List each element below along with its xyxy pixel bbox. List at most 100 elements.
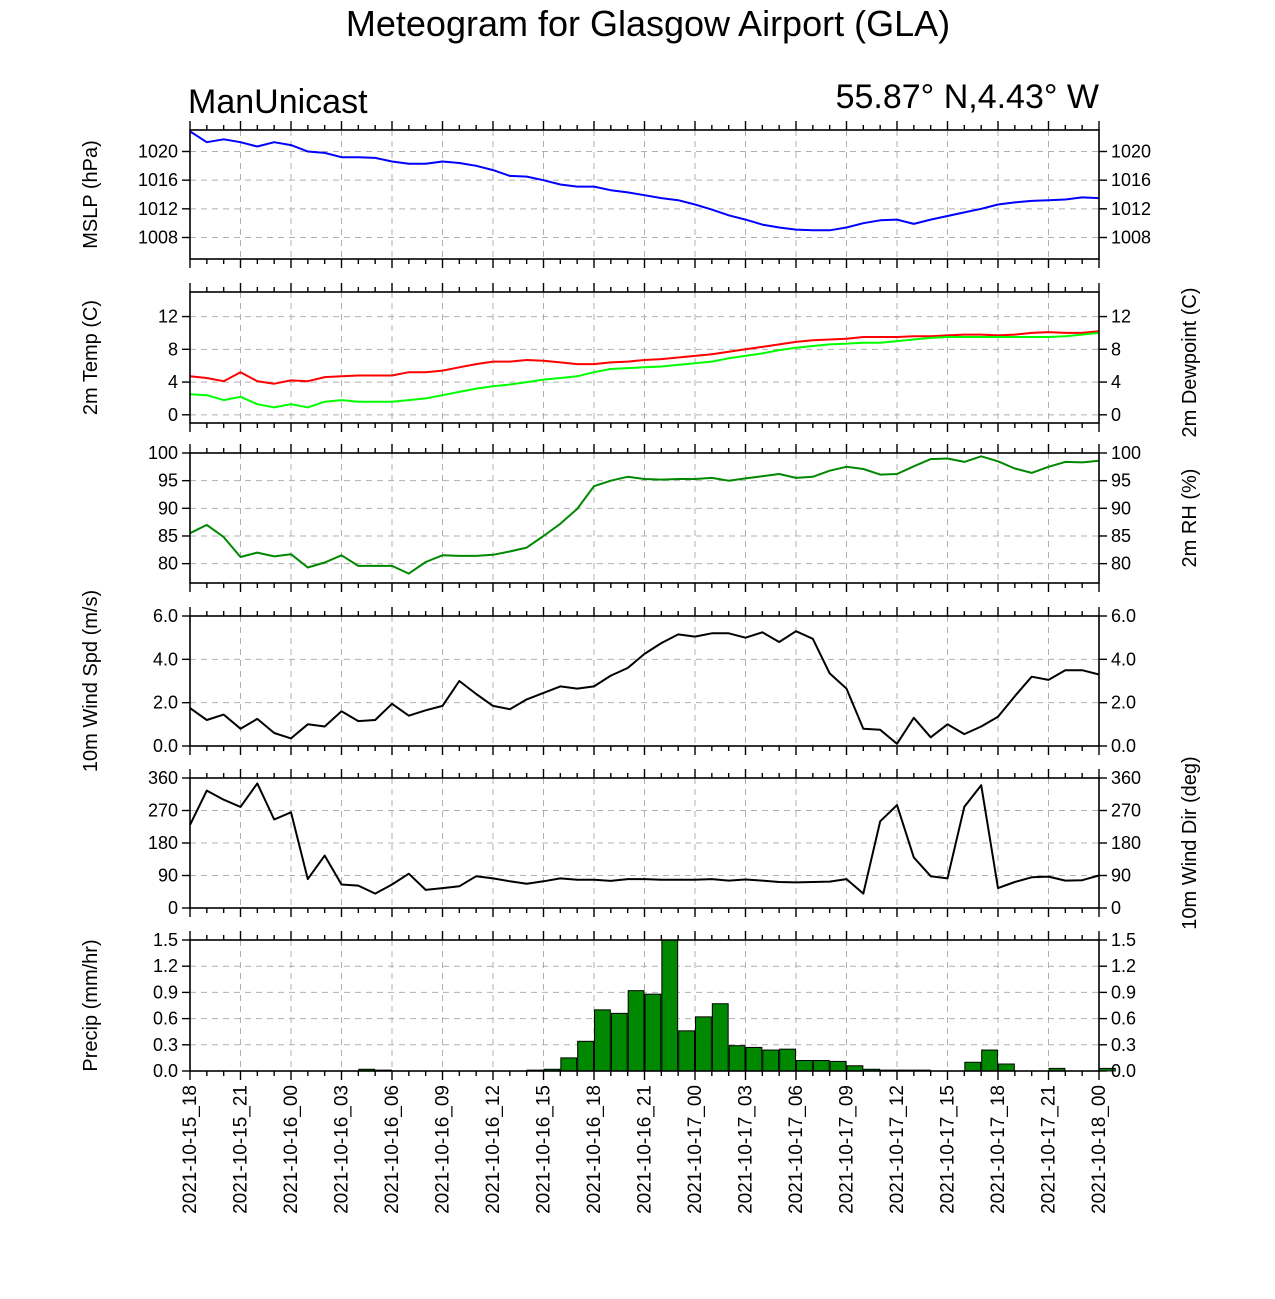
y-tick-label: 90 (158, 866, 178, 886)
y-tick-label: 90 (158, 498, 178, 518)
x-tick-label: 2021-10-15_18 (180, 1085, 201, 1214)
y-axis-label-right: 2m RH (%) (1179, 469, 1201, 568)
y-tick-label-right: 100 (1111, 443, 1141, 463)
y-tick-label-right: 1016 (1111, 170, 1151, 190)
precip-bar (829, 1060, 847, 1072)
y-tick-label-right: 6.0 (1111, 606, 1136, 626)
series-10m-wind-direction (189, 782, 1100, 895)
y-axis-label-right: 2m Dewpoint (C) (1179, 287, 1201, 437)
x-tick-label: 2021-10-17_21 (1039, 1085, 1060, 1214)
precip-bar (762, 1049, 780, 1072)
y-tick-label-right: 1020 (1111, 142, 1151, 162)
y-tick-label: 1008 (138, 228, 178, 248)
y-tick-label-right: 1.5 (1111, 930, 1136, 950)
y-tick-label: 270 (148, 801, 178, 821)
y-tick-label: 12 (158, 307, 178, 327)
y-tick-label: 0.0 (153, 736, 178, 756)
x-tick-label: 2021-10-16_21 (635, 1085, 656, 1214)
y-axis-label: MSLP (hPa) (80, 140, 102, 249)
y-tick-label-right: 4 (1111, 372, 1121, 392)
precip-bar (644, 993, 662, 1072)
y-tick-label: 0 (168, 405, 178, 425)
y-tick-label: 1016 (138, 170, 178, 190)
y-tick-label-right: 0.0 (1111, 1061, 1136, 1081)
y-tick-label: 1020 (138, 142, 178, 162)
y-tick-label: 360 (148, 768, 178, 788)
x-tick-label: 2021-10-17_18 (988, 1085, 1009, 1214)
x-tick-label: 2021-10-16_00 (281, 1085, 302, 1214)
precip-bar (745, 1046, 763, 1072)
x-tick-label: 2021-10-17_06 (786, 1085, 807, 1214)
y-tick-label-right: 85 (1111, 526, 1131, 546)
precip-bar (998, 1063, 1015, 1072)
y-tick-label-right: 2.0 (1111, 693, 1136, 713)
y-tick-label: 0 (168, 898, 178, 918)
y-tick-label-right: 270 (1111, 801, 1141, 821)
precip-bar (964, 1061, 982, 1072)
y-tick-label: 1.2 (153, 956, 178, 976)
x-tick-label: 2021-10-16_03 (332, 1085, 353, 1214)
y-tick-label: 2.0 (153, 693, 178, 713)
x-tick-label: 2021-10-17_09 (837, 1085, 858, 1214)
series-mslp (189, 130, 1100, 232)
panel-rh: 80 80 85 85 90 90 95 95 100 100 2m RH (%) (148, 443, 1201, 592)
precip-bar (661, 939, 679, 1072)
y-tick-label: 0.3 (153, 1035, 178, 1055)
location-label: 55.87° N,4.43° W (836, 78, 1099, 116)
precip-bar (560, 1057, 578, 1072)
y-tick-label-right: 0 (1111, 405, 1121, 425)
precip-bar (610, 1012, 628, 1072)
y-axis-label: Precip (mm/hr) (80, 939, 102, 1071)
precip-bar (779, 1048, 797, 1072)
x-tick-label: 2021-10-16_18 (584, 1085, 605, 1214)
y-tick-label: 180 (148, 833, 178, 853)
chart-title: Meteogram for Glasgow Airport (GLA) (346, 3, 950, 44)
series-2m-rh (189, 455, 1100, 575)
x-tick-label: 2021-10-17_12 (887, 1085, 908, 1214)
x-tick-label: 2021-10-16_15 (534, 1085, 555, 1214)
x-tick-label: 2021-10-17_03 (736, 1085, 757, 1214)
y-tick-label-right: 0.3 (1111, 1035, 1136, 1055)
y-tick-label: 8 (168, 339, 178, 359)
precip-bar (711, 1003, 729, 1072)
y-tick-label-right: 12 (1111, 307, 1131, 327)
x-tick-label: 2021-10-17_15 (938, 1085, 959, 1214)
panel-mslp: 1008 1008 1012 1012 1016 1016 1020 1020 MSLP (hP… (80, 121, 1151, 268)
panel-wind_speed: 0.0 0.0 2.0 2.0 4.0 4.0 6.0 6.0 10m Wind Spd (m/… (80, 590, 1136, 772)
x-tick-label: 2021-10-17_00 (685, 1085, 706, 1214)
y-tick-label-right: 8 (1111, 339, 1121, 359)
y-tick-label: 1012 (138, 199, 178, 219)
series-2m-temp (189, 330, 1100, 385)
y-tick-label-right: 0.0 (1111, 736, 1136, 756)
y-tick-label-right: 1012 (1111, 199, 1151, 219)
x-axis: 2021-10-15_18 2021-10-15_21 2021-10-16_00 2… (180, 1085, 1110, 1214)
precip-bar (594, 1009, 611, 1072)
y-tick-label: 0.6 (153, 1009, 178, 1029)
y-tick-label: 4.0 (153, 649, 178, 669)
y-tick-label-right: 0.9 (1111, 982, 1136, 1002)
y-tick-label-right: 90 (1111, 866, 1131, 886)
precip-bar (728, 1045, 746, 1072)
y-tick-label: 0.9 (153, 982, 178, 1002)
x-tick-label: 2021-10-15_21 (231, 1085, 252, 1214)
precip-bar (981, 1049, 999, 1072)
precip-bar (627, 990, 645, 1072)
precip-bar (577, 1040, 595, 1072)
y-tick-label: 1.5 (153, 930, 178, 950)
series-2m-dewpoint (189, 331, 1100, 409)
y-tick-label-right: 1.2 (1111, 956, 1136, 976)
precip-bar (695, 1016, 712, 1072)
y-tick-label-right: 360 (1111, 768, 1141, 788)
x-tick-label: 2021-10-16_09 (433, 1085, 454, 1214)
y-axis-label-right: 10m Wind Dir (deg) (1179, 756, 1201, 929)
x-tick-label: 2021-10-18_00 (1089, 1085, 1110, 1214)
y-tick-label-right: 0 (1111, 898, 1121, 918)
precip-bar (796, 1060, 813, 1072)
x-tick-label: 2021-10-16_12 (483, 1085, 504, 1214)
series-10m-wind-speed (189, 630, 1100, 745)
panel-wind_dir: 0 0 90 90 180 180 270 270 360 360 10m Wind Dir (de… (148, 756, 1201, 929)
y-tick-label: 85 (158, 526, 178, 546)
y-tick-label-right: 90 (1111, 498, 1131, 518)
